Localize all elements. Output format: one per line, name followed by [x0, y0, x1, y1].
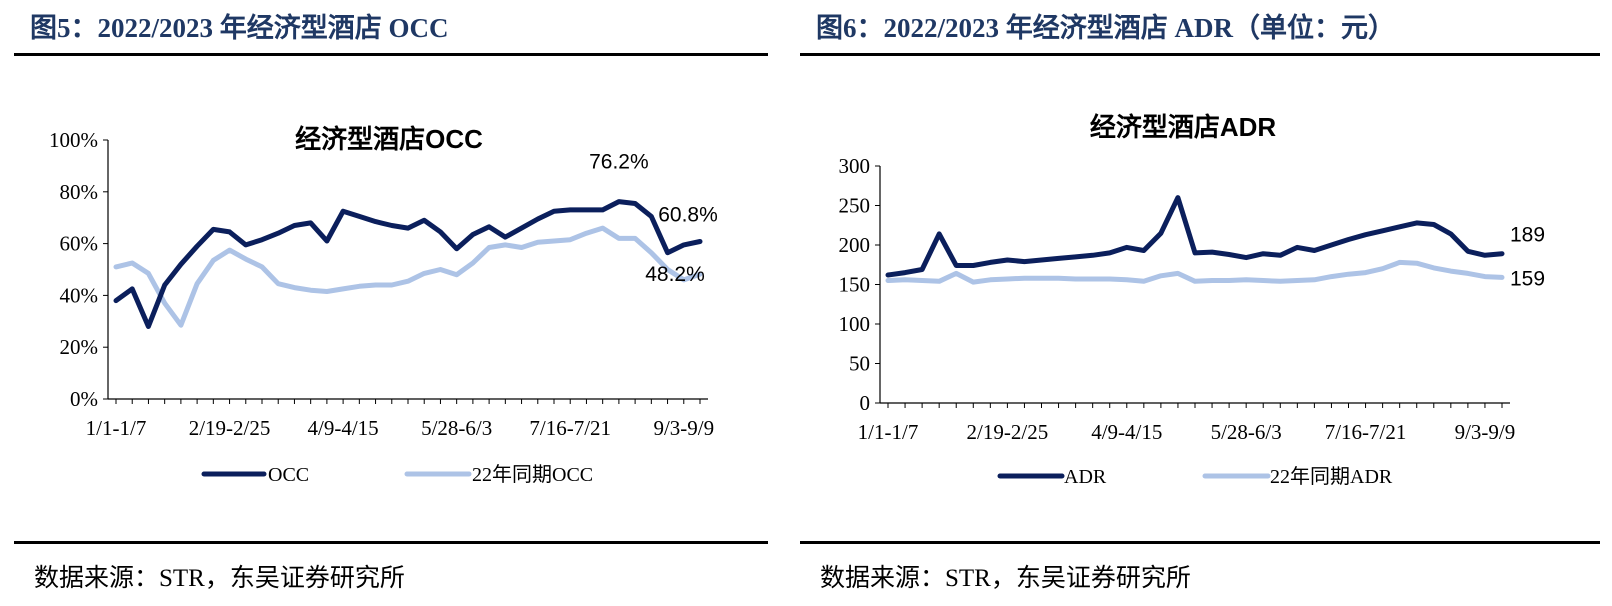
y-tick-label: 100% — [49, 128, 98, 152]
y-tick-label: 0% — [70, 387, 98, 411]
footer-rule — [14, 541, 768, 544]
data-label: 48.2% — [645, 263, 705, 286]
x-tick-label: 2/19-2/25 — [967, 420, 1049, 444]
adr-line-chart: 经济型酒店ADR 0 50 100 150 200 250 300 1/1-1/7 2/19-2/… — [839, 112, 1546, 488]
y-tick-label: 100 — [839, 312, 871, 336]
data-label: 76.2% — [589, 151, 649, 174]
source-note: 数据来源：STR，东吴证券研究所 — [820, 565, 1191, 592]
y-tick-label: 40% — [60, 283, 99, 307]
y-tick-label: 80% — [60, 180, 99, 204]
data-label: 60.8% — [658, 204, 718, 227]
y-tick-label: 50 — [849, 352, 870, 376]
y-tick-label: 250 — [839, 194, 871, 218]
y-tick-label: 0 — [860, 391, 871, 415]
x-tick-label: 7/16-7/21 — [529, 416, 611, 440]
y-tick-label: 20% — [60, 335, 99, 359]
x-tick-label: 1/1-1/7 — [858, 420, 919, 444]
x-tick-label: 9/3-9/9 — [653, 416, 714, 440]
x-tick-label: 2/19-2/25 — [189, 416, 271, 440]
y-tick-label: 300 — [839, 154, 871, 178]
title-rule — [800, 53, 1600, 56]
data-label: 159 — [1510, 267, 1545, 290]
series-line-current — [113, 199, 703, 329]
x-tick-label: 4/9-4/15 — [308, 416, 379, 440]
adr-figure-panel: 图6：2022/2023 年经济型酒店 ADR（单位：元） 经济型酒店ADR 0 5… — [800, 0, 1600, 606]
x-tick-label: 1/1-1/7 — [86, 416, 147, 440]
series-line-current — [885, 195, 1505, 278]
source-note: 数据来源：STR，东吴证券研究所 — [34, 565, 405, 592]
data-label: 189 — [1510, 224, 1545, 247]
series-line-prior-year — [113, 225, 703, 328]
x-tick-label: 9/3-9/9 — [1455, 420, 1516, 444]
figure-title: 图6：2022/2023 年经济型酒店 ADR（单位：元） — [816, 13, 1395, 43]
occ-figure-panel: 图5：2022/2023 年经济型酒店 OCC 经济型酒店OCC 0% 20% 40%… — [14, 0, 768, 606]
series-line-prior-year — [885, 259, 1505, 285]
legend-label: OCC — [268, 464, 309, 486]
legend-label: ADR — [1064, 466, 1107, 488]
footer-rule — [800, 541, 1600, 544]
occ-line-chart: 经济型酒店OCC 0% 20% 40% 60% 80% 100% 1/1-1/7 2/19-2/… — [49, 124, 718, 486]
x-tick-label: 7/16-7/21 — [1325, 420, 1407, 444]
chart-title: 经济型酒店ADR — [1090, 112, 1277, 142]
x-tick-label: 4/9-4/15 — [1091, 420, 1162, 444]
x-tick-label: 5/28-6/3 — [421, 416, 492, 440]
chart-title: 经济型酒店OCC — [295, 124, 483, 154]
y-tick-label: 200 — [839, 233, 871, 257]
title-rule — [14, 53, 768, 56]
figure-title: 图5：2022/2023 年经济型酒店 OCC — [30, 13, 449, 43]
y-tick-label: 60% — [60, 232, 99, 256]
legend-label: 22年同期OCC — [472, 463, 593, 486]
y-tick-label: 150 — [839, 273, 871, 297]
legend-label: 22年同期ADR — [1270, 465, 1393, 488]
x-tick-label: 5/28-6/3 — [1211, 420, 1282, 444]
